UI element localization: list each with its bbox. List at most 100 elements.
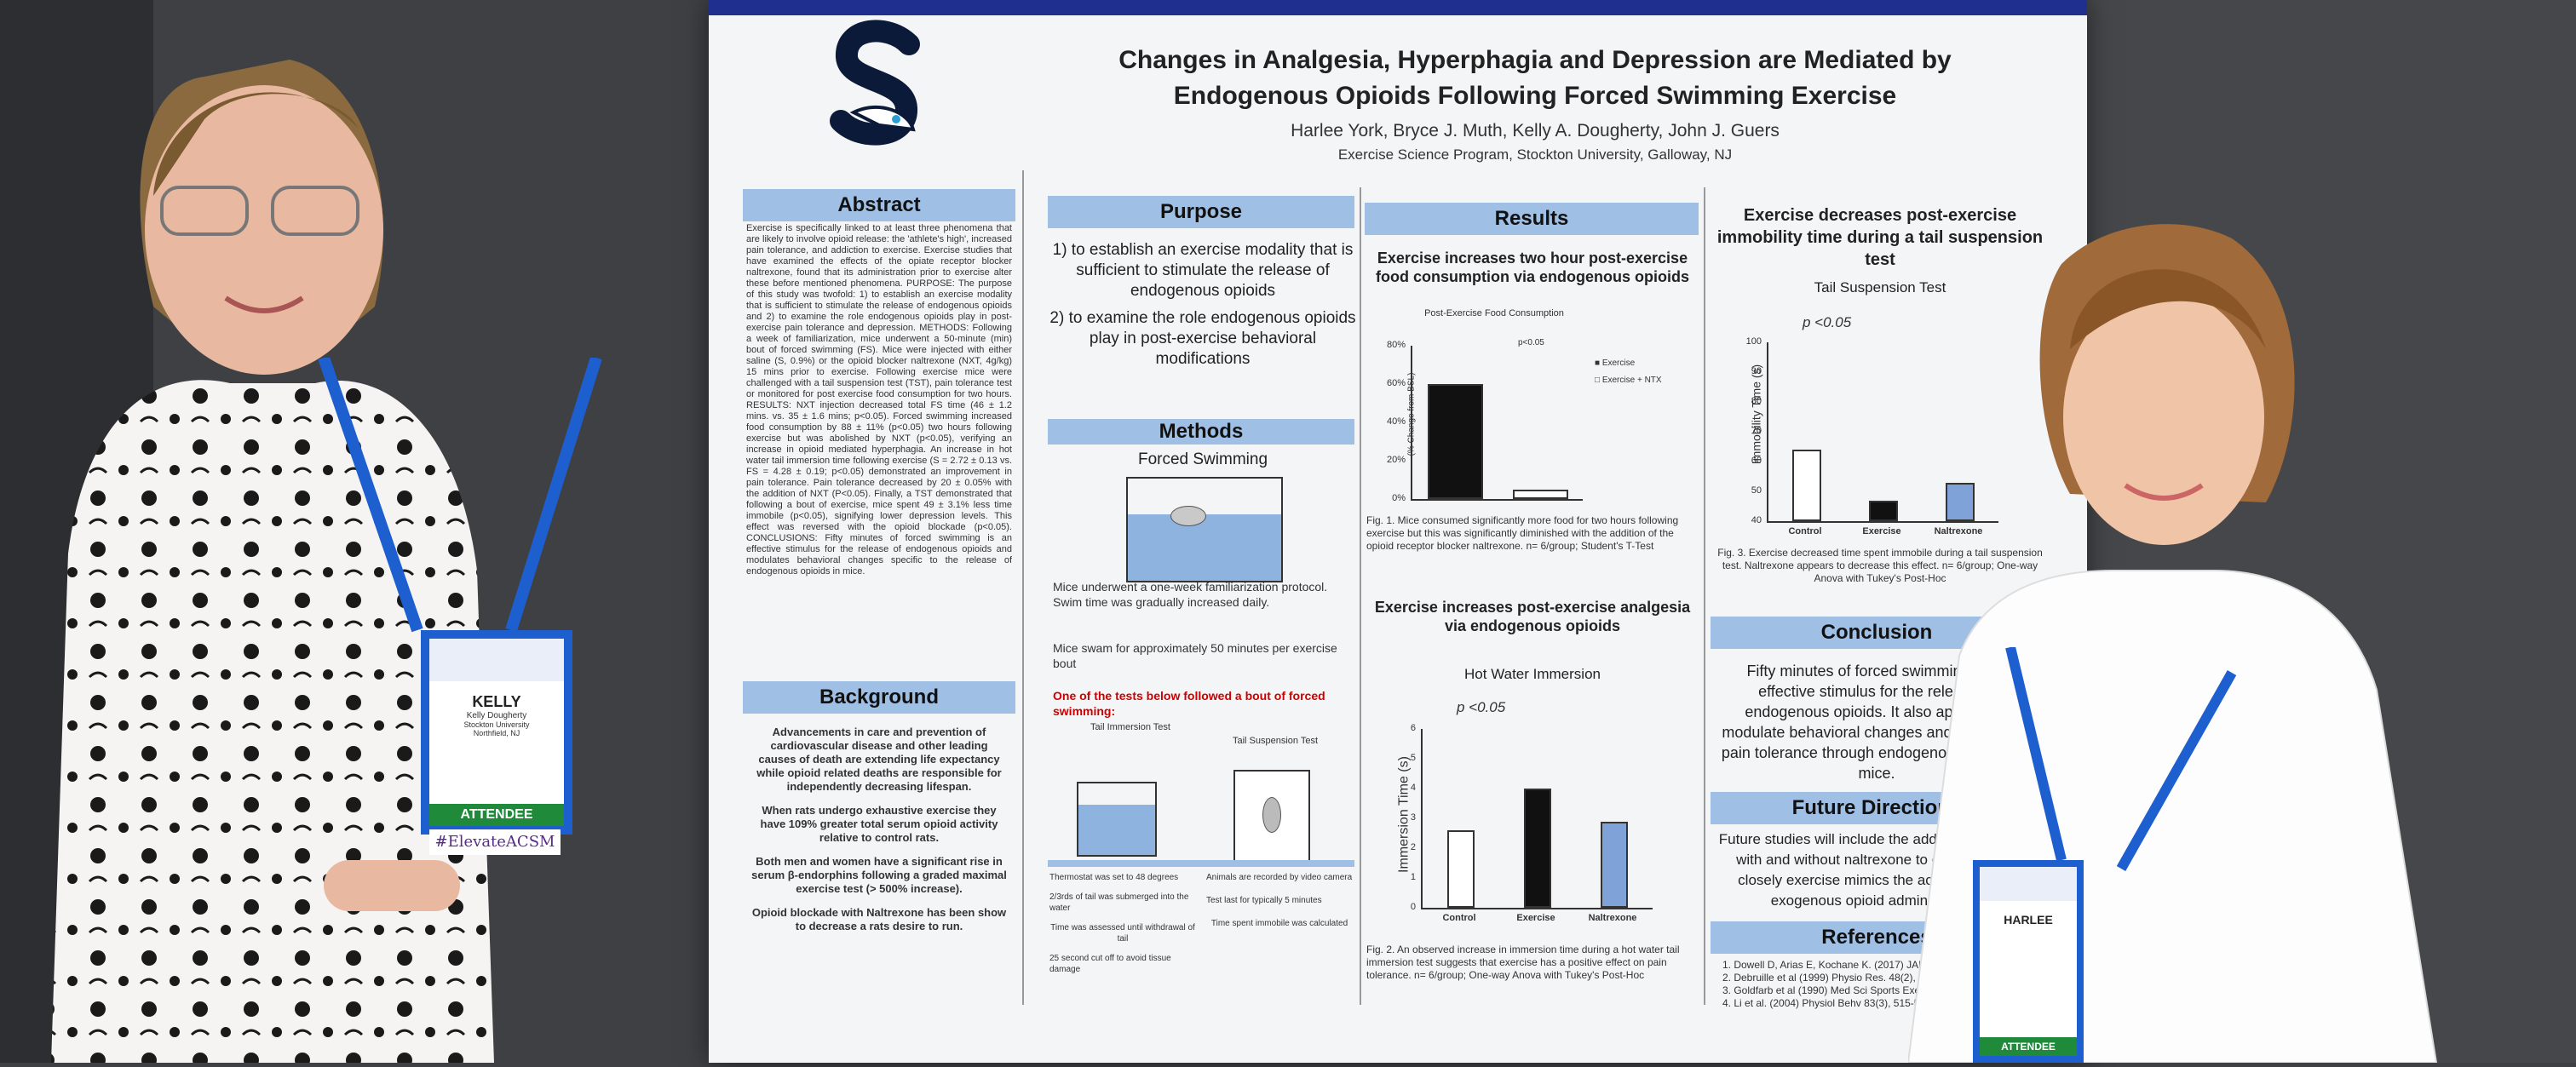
- poster-authors: Harlee York, Bryce J. Muth, Kelly A. Dou…: [1291, 121, 1780, 141]
- fig2-category-label: Exercise: [1516, 913, 1555, 923]
- immersion-step: Time was assessed until withdrawal of ta…: [1050, 923, 1195, 944]
- fig2-ytick: 2: [1410, 842, 1416, 852]
- methods-table-header: [1048, 860, 1354, 867]
- badge-logo-strip: [429, 639, 564, 681]
- badge-city: Northfield, NJ: [473, 729, 520, 737]
- swim-tank-illustration: [1126, 477, 1283, 582]
- immersion-step: Thermostat was set to 48 degrees: [1049, 873, 1179, 882]
- fig1-legend-label: Exercise + NTX: [1601, 376, 1662, 385]
- fig3-bar-exercise: [1868, 500, 1899, 521]
- suspension-box-illustration: [1233, 770, 1310, 865]
- badge-logo-strip: [1980, 867, 2077, 901]
- right-name-badge: HARLEE ATTENDEE: [1973, 860, 2084, 1063]
- fig2-ytick: 5: [1410, 753, 1416, 763]
- stockton-logo: [830, 20, 920, 146]
- reference-item: 2. Debruille et al (1999) Physio Res. 48…: [1722, 972, 1936, 984]
- immersion-beaker-illustration: [1077, 782, 1157, 857]
- right-lanyard: [2005, 647, 2237, 871]
- fig3-ytick: 100: [1745, 336, 1762, 347]
- tail-suspension-steps: Animals are recorded by video camera Tes…: [1206, 872, 1353, 929]
- fig2-bar-exercise: [1524, 789, 1551, 908]
- fig1-bar-exercise-ntx: [1512, 489, 1568, 499]
- fig1-significance: p<0.05: [1518, 338, 1544, 347]
- fig1-legend-label: Exercise: [1601, 359, 1636, 368]
- fig1-axes: [1411, 346, 1583, 501]
- background-list: Advancements in care and prevention of c…: [751, 726, 1007, 933]
- purpose-heading: Purpose: [1048, 196, 1354, 228]
- fig3-ytick: 70: [1751, 426, 1762, 436]
- fig3-ytick: 40: [1751, 515, 1762, 525]
- fig2-bar-control: [1447, 830, 1475, 908]
- fig2-category-label: Control: [1442, 913, 1476, 923]
- suspension-step: Test last for typically 5 minutes: [1206, 896, 1322, 905]
- background-bullet: Advancements in care and prevention of c…: [756, 726, 1002, 793]
- column-divider: [1022, 170, 1024, 1005]
- badge-name: HARLEE: [2004, 913, 2053, 926]
- hashtag-ribbon: #ElevateACSM: [429, 829, 561, 855]
- fig3-bar-control: [1791, 450, 1822, 521]
- fig2-ytick: 1: [1410, 872, 1416, 882]
- badge-full-name: Kelly Dougherty: [466, 711, 527, 720]
- mouse-icon: [1170, 506, 1206, 526]
- background-bullet: Opioid blockade with Naltrexone has been…: [751, 906, 1007, 932]
- tail-immersion-steps: Thermostat was set to 48 degrees 2/3rds …: [1049, 872, 1196, 975]
- immersion-step: 2/3rds of tail was submerged into the wa…: [1049, 892, 1189, 913]
- fig3-bar-naltrexone: [1945, 482, 1975, 521]
- methods-bullet: Mice underwent a one-week familiarizatio…: [1053, 580, 1328, 609]
- methods-subheading: Forced Swimming: [1137, 450, 1268, 468]
- fig2-bar-naltrexone: [1601, 821, 1628, 908]
- abstract-text: Exercise is specifically linked to at le…: [746, 223, 1012, 577]
- fig1-ytick: 80%: [1386, 340, 1406, 350]
- fig3-significance: p <0.05: [1803, 314, 1852, 330]
- results-subheading-2: Exercise increases post-exercise analges…: [1374, 599, 1691, 634]
- tail-suspension-label: Tail Suspension Test: [1232, 736, 1319, 746]
- fig1-bar-exercise: [1427, 384, 1483, 499]
- fig3-title: Tail Suspension Test: [1814, 279, 1946, 295]
- badge-organization: Stockton University: [463, 720, 530, 729]
- fig2-axes: [1421, 729, 1653, 909]
- poster-top-bar: [709, 0, 2087, 15]
- methods-heading: Methods: [1048, 419, 1354, 445]
- poster-affiliation: Exercise Science Program, Stockton Unive…: [1337, 146, 1733, 163]
- fig2-ytick: 4: [1410, 783, 1416, 793]
- methods-bullet-highlight: One of the tests below followed a bout o…: [1053, 689, 1325, 718]
- fig1-legend-ntx: □ Exercise + NTX: [1595, 376, 1662, 385]
- background-heading: Background: [743, 681, 1015, 714]
- results-heading: Results: [1365, 203, 1699, 235]
- fig1-legend-exercise: ■ Exercise: [1595, 359, 1636, 368]
- background-bullet: Both men and women have a significant ri…: [751, 855, 1007, 895]
- person-left-figure: [51, 60, 494, 1063]
- poster-title: Changes in Analgesia, Hyperphagia and De…: [1075, 43, 1995, 114]
- reference-item: 3. Goldfarb et al (1990) Med Sci Sports …: [1722, 984, 1929, 996]
- abstract-heading: Abstract: [743, 189, 1015, 221]
- badge-role: ATTENDEE: [429, 804, 564, 826]
- research-poster: Changes in Analgesia, Hyperphagia and De…: [709, 0, 2087, 1063]
- suspension-step: Animals are recorded by video camera: [1206, 873, 1353, 882]
- fig3-axes: [1767, 342, 1998, 523]
- column-divider: [1704, 187, 1705, 1005]
- left-lanyard: [318, 358, 602, 633]
- fig3-category-label: Naltrexone: [1934, 526, 1983, 536]
- title-line-2: Endogenous Opioids Following Forced Swim…: [1173, 82, 1897, 110]
- fig2-category-label: Naltrexone: [1588, 913, 1637, 923]
- fig2-ytick: 3: [1410, 812, 1416, 823]
- immersion-step: 25 second cut off to avoid tissue damage: [1049, 954, 1171, 974]
- fig3-ytick: 50: [1751, 485, 1762, 496]
- left-name-badge: KELLY Kelly Dougherty Stockton Universit…: [421, 630, 572, 835]
- title-line-1: Changes in Analgesia, Hyperphagia and De…: [1118, 46, 1952, 74]
- fig1-caption: Fig. 1. Mice consumed significantly more…: [1366, 514, 1679, 552]
- fig3-caption: Fig. 3. Exercise decreased time spent im…: [1717, 547, 2043, 584]
- fig1-ytick: 20%: [1386, 455, 1406, 465]
- tail-immersion-label: Tail Immersion Test: [1090, 722, 1170, 732]
- fig1-ytick: 0%: [1392, 493, 1406, 503]
- fig3-ytick: 80: [1751, 396, 1762, 406]
- fig1-ytick: 40%: [1386, 416, 1406, 427]
- fig2-caption: Fig. 2. An observed increase in immersio…: [1366, 944, 1680, 981]
- fig2-ytick: 0: [1410, 902, 1416, 912]
- fig1-ytick: 60%: [1386, 378, 1406, 388]
- purpose-item-2: 2) to examine the role endogenous opioid…: [1049, 309, 1356, 368]
- badge-role: ATTENDEE: [1980, 1037, 2077, 1056]
- methods-bullet: Mice swam for approximately 50 minutes p…: [1053, 641, 1337, 670]
- fig1-title: Post-Exercise Food Consumption: [1424, 308, 1564, 318]
- fig3-category-label: Control: [1788, 526, 1822, 536]
